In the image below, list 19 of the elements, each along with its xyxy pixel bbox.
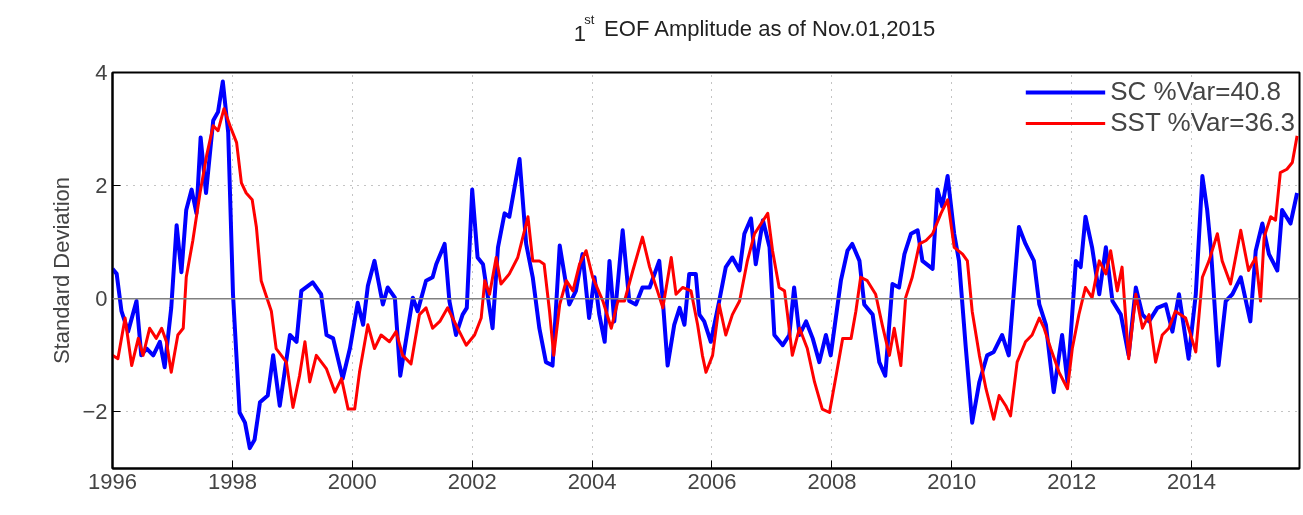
- legend-label: SC %Var=40.8: [1110, 76, 1282, 107]
- y-tick-label: −2: [82, 399, 108, 425]
- x-tick-label: 2002: [447, 468, 497, 494]
- x-tick-label: 1998: [207, 468, 257, 494]
- x-tick-label: 2008: [807, 468, 857, 494]
- legend-label: SST %Var=36.3: [1110, 107, 1295, 138]
- y-tick-label: 2: [95, 173, 108, 199]
- y-axis-title: Standard Deviation: [49, 176, 75, 365]
- x-tick-label: 2010: [927, 468, 977, 494]
- line-series: [112, 79, 1300, 451]
- y-tick-label: 4: [95, 60, 108, 85]
- x-tick-label: 2000: [327, 468, 377, 494]
- x-tick-label: 2006: [687, 468, 737, 494]
- x-tick-label: 2012: [1047, 468, 1097, 494]
- x-tick-label: 2004: [567, 468, 617, 494]
- y-tick-label: 0: [95, 286, 108, 312]
- line-series: [112, 107, 1299, 421]
- x-tick-label: 2014: [1167, 468, 1217, 494]
- x-tick-label: 1996: [88, 468, 137, 494]
